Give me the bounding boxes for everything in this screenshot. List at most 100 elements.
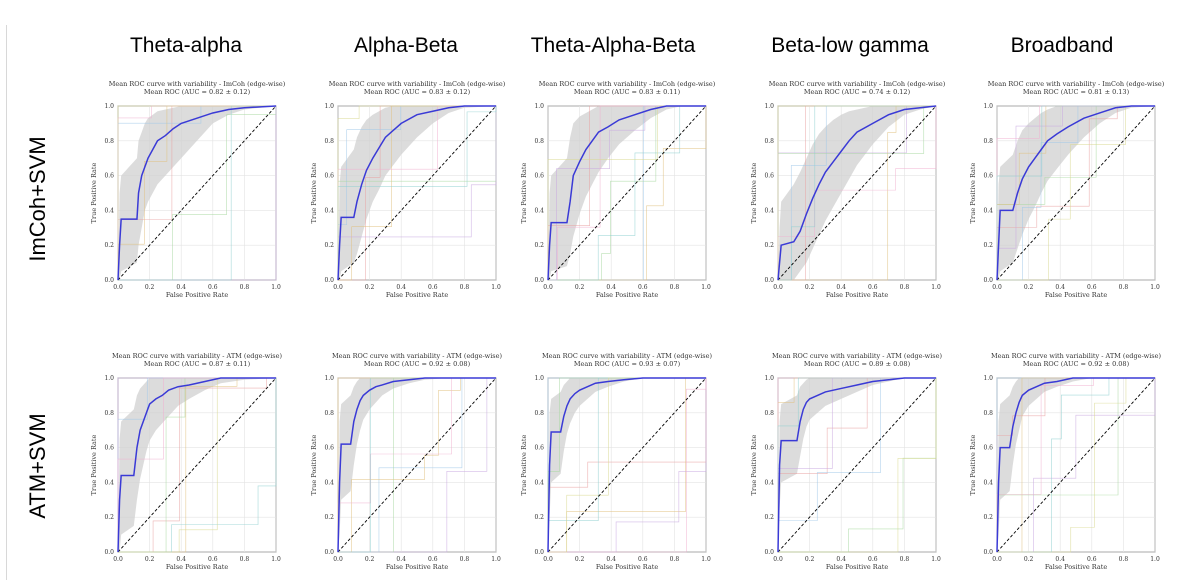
- panel-title: Mean ROC curve with variability - ImCoh …: [539, 80, 716, 88]
- left-divider: [6, 25, 7, 580]
- x-axis-label: False Positive Rate: [386, 563, 449, 571]
- y-tick-label: 0.8: [534, 410, 544, 417]
- x-tick-label: 0.0: [543, 556, 553, 563]
- x-tick-label: 1.0: [491, 284, 501, 291]
- y-tick-label: 0.0: [764, 549, 774, 556]
- std-band: [338, 378, 496, 552]
- y-tick-label: 0.8: [104, 138, 114, 145]
- fold-roc-curve: [777, 105, 936, 280]
- x-tick-label: 0.8: [240, 284, 250, 291]
- x-tick-label: 0.2: [145, 556, 155, 563]
- y-tick-label: 1.0: [983, 375, 993, 382]
- roc-panel-9: Mean ROC curve with variability - ATM (e…: [750, 352, 942, 571]
- y-tick-label: 1.0: [764, 103, 774, 110]
- y-tick-label: 0.2: [324, 514, 334, 521]
- std-band: [997, 106, 1155, 280]
- panel-title: Mean ROC curve with variability - ImCoh …: [109, 80, 286, 88]
- x-tick-label: 0.2: [805, 556, 815, 563]
- y-tick-label: 1.0: [534, 375, 544, 382]
- panel-title: Mean ROC curve with variability - ImCoh …: [769, 80, 946, 88]
- x-tick-label: 0.8: [900, 284, 910, 291]
- y-tick-label: 1.0: [104, 103, 114, 110]
- y-tick-label: 0.4: [104, 207, 114, 214]
- x-tick-label: 0.6: [208, 284, 218, 291]
- y-tick-label: 0.0: [983, 549, 993, 556]
- roc-panel-4: Mean ROC curve with variability - ImCoh …: [750, 80, 946, 299]
- fold-roc-curve: [997, 378, 1156, 553]
- y-axis-label: True Positive Rate: [90, 163, 98, 224]
- y-tick-label: 0.6: [983, 173, 993, 180]
- std-band: [778, 106, 936, 280]
- x-tick-label: 0.0: [113, 284, 123, 291]
- y-tick-label: 0.2: [324, 242, 334, 249]
- panel-subtitle: Mean ROC (AUC = 0.83 ± 0.12): [364, 88, 471, 96]
- x-tick-label: 0.8: [240, 556, 250, 563]
- fold-roc-curve: [337, 105, 496, 280]
- y-tick-label: 0.4: [764, 479, 774, 486]
- panel-subtitle: Mean ROC (AUC = 0.82 ± 0.12): [144, 88, 251, 96]
- x-axis-label: False Positive Rate: [826, 563, 889, 571]
- panel-subtitle: Mean ROC (AUC = 0.93 ± 0.07): [574, 360, 681, 368]
- y-tick-label: 0.0: [104, 277, 114, 284]
- x-tick-label: 0.0: [113, 556, 123, 563]
- row-label-imcoh-svm: ImCoh+SVM: [25, 136, 50, 262]
- x-tick-label: 0.4: [1055, 556, 1065, 563]
- x-tick-label: 0.2: [145, 284, 155, 291]
- x-tick-label: 0.6: [208, 556, 218, 563]
- x-axis-label: False Positive Rate: [1045, 291, 1108, 299]
- y-tick-label: 0.4: [324, 207, 334, 214]
- x-axis-label: False Positive Rate: [596, 563, 659, 571]
- std-band: [118, 106, 276, 280]
- y-tick-label: 0.2: [764, 514, 774, 521]
- y-tick-label: 0.8: [983, 138, 993, 145]
- chance-line: [996, 105, 1156, 281]
- y-tick-label: 0.8: [983, 410, 993, 417]
- x-tick-label: 0.8: [1119, 284, 1129, 291]
- x-tick-label: 0.0: [773, 556, 783, 563]
- y-tick-label: 0.8: [324, 138, 334, 145]
- x-tick-label: 0.6: [1087, 556, 1097, 563]
- mean-roc-curve: [547, 105, 706, 281]
- row-label-atm-svm: ATM+SVM: [25, 413, 50, 519]
- y-axis-label: True Positive Rate: [969, 163, 977, 224]
- x-tick-label: 1.0: [701, 556, 711, 563]
- panel-subtitle: Mean ROC (AUC = 0.87 ± 0.11): [144, 360, 251, 368]
- mean-roc-curve: [996, 105, 1155, 281]
- x-tick-label: 0.6: [638, 556, 648, 563]
- x-tick-label: 1.0: [271, 284, 281, 291]
- fold-roc-curve: [997, 377, 1155, 553]
- y-tick-label: 1.0: [764, 375, 774, 382]
- fold-roc-curve: [996, 105, 1155, 280]
- y-tick-label: 0.2: [983, 514, 993, 521]
- y-tick-label: 0.8: [534, 138, 544, 145]
- x-tick-label: 0.2: [365, 556, 375, 563]
- y-tick-label: 0.4: [983, 207, 993, 214]
- std-band: [997, 378, 1155, 552]
- x-tick-label: 0.8: [670, 284, 680, 291]
- x-tick-label: 1.0: [931, 284, 941, 291]
- x-tick-label: 0.8: [900, 556, 910, 563]
- x-tick-label: 0.4: [836, 556, 846, 563]
- y-axis-label: True Positive Rate: [520, 163, 528, 224]
- y-tick-label: 0.0: [764, 277, 774, 284]
- x-tick-label: 0.8: [460, 284, 470, 291]
- x-axis-label: False Positive Rate: [386, 291, 449, 299]
- y-tick-label: 0.0: [983, 277, 993, 284]
- std-band: [548, 106, 706, 280]
- mean-roc-curve: [777, 377, 936, 553]
- roc-panel-8: Mean ROC curve with variability - ATM (e…: [520, 352, 713, 571]
- y-tick-label: 0.0: [324, 549, 334, 556]
- y-tick-label: 1.0: [983, 103, 993, 110]
- chance-line: [547, 105, 707, 281]
- panel-title: Mean ROC curve with variability - ImCoh …: [329, 80, 506, 88]
- x-tick-label: 1.0: [1150, 556, 1160, 563]
- y-tick-label: 0.8: [764, 138, 774, 145]
- x-tick-label: 0.6: [868, 284, 878, 291]
- panel-title: Mean ROC curve with variability - ATM (e…: [991, 352, 1162, 360]
- fold-roc-curve: [338, 377, 496, 553]
- x-axis-label: False Positive Rate: [826, 291, 889, 299]
- roc-panel-1: Mean ROC curve with variability - ImCoh …: [90, 80, 286, 299]
- y-tick-label: 0.6: [324, 173, 334, 180]
- panel-title: Mean ROC curve with variability - ATM (e…: [542, 352, 713, 360]
- y-tick-label: 0.8: [104, 410, 114, 417]
